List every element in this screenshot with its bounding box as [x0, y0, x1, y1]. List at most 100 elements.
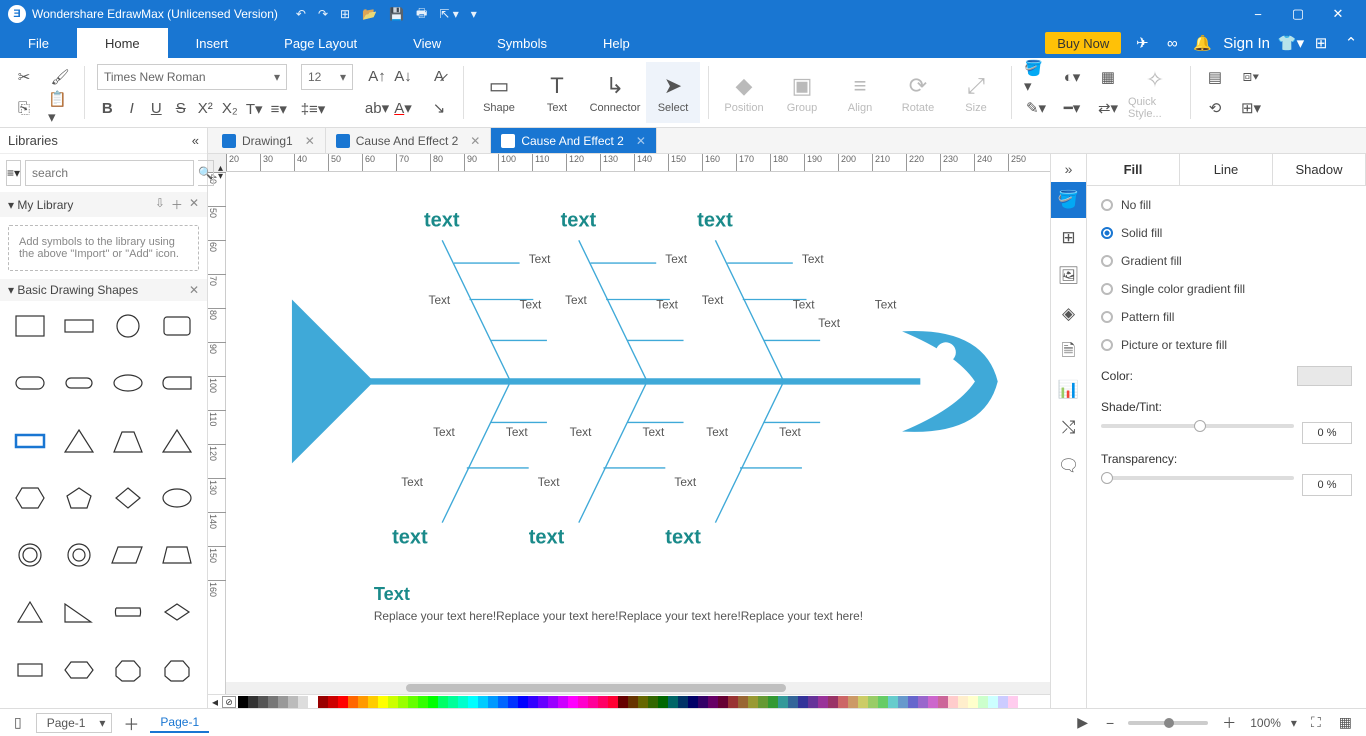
close-tab-icon[interactable]: ✕ [470, 134, 480, 148]
close-basic-icon[interactable]: ✕ [189, 283, 199, 297]
arrow-style-button[interactable]: ⇄▾ [1096, 96, 1120, 120]
shape-item-9[interactable] [57, 424, 100, 458]
doc-tab-2[interactable]: Cause And Effect 2✕ [491, 128, 657, 153]
color-chip[interactable] [288, 696, 298, 708]
menu-file[interactable]: File [0, 28, 77, 58]
color-chip[interactable] [628, 696, 638, 708]
color-chip[interactable] [788, 696, 798, 708]
color-chip[interactable] [468, 696, 478, 708]
user-icon[interactable]: 👕▾ [1276, 28, 1306, 58]
scroll-icon[interactable]: ▴▾ [218, 165, 223, 181]
color-chip[interactable] [868, 696, 878, 708]
color-chip[interactable] [578, 696, 588, 708]
shape-item-23[interactable] [156, 595, 199, 629]
bold-button[interactable]: B [97, 97, 118, 121]
shape-item-16[interactable] [8, 538, 51, 572]
shape-item-0[interactable] [8, 309, 51, 343]
page-select[interactable]: Page-1 [36, 713, 113, 733]
distribute-icon[interactable]: ⊞▾ [1239, 96, 1263, 120]
library-dropdown-icon[interactable]: ≡▾ [6, 160, 21, 186]
fill-color-button[interactable]: 🪣▾ [1024, 65, 1048, 89]
color-chip[interactable] [998, 696, 1008, 708]
shape-item-14[interactable] [107, 481, 150, 515]
prop-tab-fill[interactable]: Fill [1087, 154, 1180, 185]
menu-symbols[interactable]: Symbols [469, 28, 575, 58]
shape-item-19[interactable] [156, 538, 199, 572]
color-chip[interactable] [248, 696, 258, 708]
menu-insert[interactable]: Insert [168, 28, 257, 58]
subscript-button[interactable]: X₂ [220, 97, 241, 121]
shape-item-8[interactable] [8, 424, 51, 458]
color-chip[interactable] [688, 696, 698, 708]
fit-width-icon[interactable]: ▦ [1335, 714, 1356, 731]
replace-shape-icon[interactable]: ⟲ [1203, 96, 1227, 120]
color-chip[interactable] [948, 696, 958, 708]
color-chip[interactable] [1297, 366, 1352, 386]
minimize-button[interactable]: − [1238, 7, 1278, 22]
group-button[interactable]: ▣Group [775, 62, 829, 123]
shape-item-20[interactable] [8, 595, 51, 629]
shrink-font-button[interactable]: A↓ [391, 65, 415, 89]
strike-button[interactable]: S [171, 97, 192, 121]
color-chip[interactable] [958, 696, 968, 708]
shape-item-22[interactable] [107, 595, 150, 629]
shape-item-6[interactable] [107, 366, 150, 400]
layers-tool-icon[interactable]: ◈ [1051, 296, 1087, 332]
my-library-section[interactable]: ▾ My Library ⇩＋✕ [0, 192, 207, 217]
color-chip[interactable] [668, 696, 678, 708]
grow-font-button[interactable]: A↑ [365, 65, 389, 89]
close-tab-icon[interactable]: ✕ [636, 134, 646, 148]
case-button[interactable]: T▾ [244, 97, 265, 121]
send-icon[interactable]: ✈ [1127, 28, 1157, 58]
color-chip[interactable] [1008, 696, 1018, 708]
shape-item-3[interactable] [156, 309, 199, 343]
fit-page-icon[interactable]: ⛶ [1307, 714, 1325, 731]
color-chip[interactable] [488, 696, 498, 708]
color-chip[interactable] [808, 696, 818, 708]
fill-tool-icon[interactable]: 🪣 [1051, 182, 1087, 218]
color-chip[interactable] [968, 696, 978, 708]
line-color-button[interactable]: ✎▾ [1024, 96, 1048, 120]
collapse-ribbon-icon[interactable]: ⌃ [1336, 28, 1366, 58]
fill-option-5[interactable]: Picture or texture fill [1101, 338, 1352, 352]
shape-item-17[interactable] [57, 538, 100, 572]
doc-tab-0[interactable]: Drawing1✕ [212, 128, 326, 153]
color-chip[interactable] [478, 696, 488, 708]
fill-option-1[interactable]: Solid fill [1101, 226, 1352, 240]
shape-item-1[interactable] [57, 309, 100, 343]
align-button[interactable]: ≡Align [833, 62, 887, 123]
color-chip[interactable] [358, 696, 368, 708]
size-button[interactable]: ⤢Size [949, 62, 1003, 123]
fill-option-4[interactable]: Pattern fill [1101, 310, 1352, 324]
shuffle-tool-icon[interactable]: ⤭ [1051, 410, 1087, 446]
color-chip[interactable] [598, 696, 608, 708]
color-chip[interactable] [638, 696, 648, 708]
present-icon[interactable]: ▶ [1073, 714, 1092, 731]
close-tab-icon[interactable]: ✕ [305, 134, 315, 148]
color-chip[interactable] [588, 696, 598, 708]
shape-item-21[interactable] [57, 595, 100, 629]
font-family-select[interactable]: Times New Roman▾ [97, 64, 287, 90]
import-icon[interactable]: ⇩ [155, 196, 165, 213]
list-button[interactable]: ≡▾ [269, 97, 290, 121]
more-font-button[interactable]: ↘ [427, 96, 451, 120]
linespacing-button[interactable]: ‡≡▾ [301, 97, 325, 121]
share-icon[interactable]: ∞ [1157, 28, 1187, 58]
shape-item-11[interactable] [156, 424, 199, 458]
apps-icon[interactable]: ⊞ [1306, 28, 1336, 58]
basic-shapes-section[interactable]: ▾ Basic Drawing Shapes ✕ [0, 279, 207, 301]
color-chip[interactable] [938, 696, 948, 708]
shape-item-12[interactable] [8, 481, 51, 515]
color-chip[interactable] [988, 696, 998, 708]
color-chip[interactable] [738, 696, 748, 708]
color-chip[interactable] [398, 696, 408, 708]
maximize-button[interactable]: ▢ [1278, 6, 1318, 22]
color-chip[interactable] [778, 696, 788, 708]
highlight-button[interactable]: ab▾ [365, 96, 389, 120]
zoom-slider[interactable] [1128, 721, 1208, 725]
color-chip[interactable] [298, 696, 308, 708]
format-painter-icon[interactable]: 🖌 [48, 65, 72, 89]
horizontal-scrollbar[interactable] [226, 682, 1050, 694]
menu-home[interactable]: Home [77, 28, 168, 58]
color-chip[interactable] [698, 696, 708, 708]
